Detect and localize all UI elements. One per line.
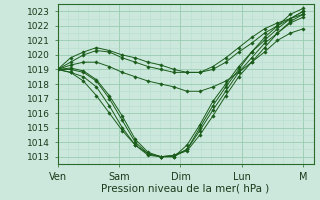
X-axis label: Pression niveau de la mer( hPa ): Pression niveau de la mer( hPa ) <box>101 183 270 193</box>
